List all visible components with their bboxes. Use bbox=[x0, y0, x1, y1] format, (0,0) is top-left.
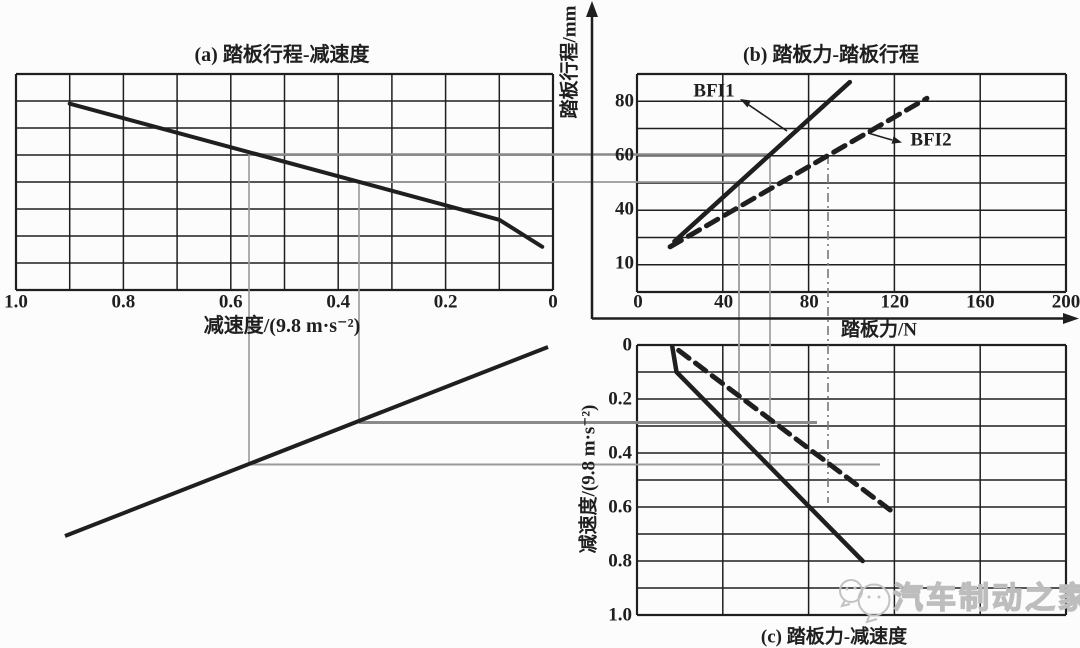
chart-b-y-axis-label: 踏板行程/mm bbox=[559, 5, 581, 119]
chart-a-xtick: 0.2 bbox=[433, 291, 458, 313]
chart-c-bfi2-dashed-line bbox=[676, 347, 895, 514]
chart-a-x-axis-label: 减速度/(9.8 m·s⁻²) bbox=[203, 315, 361, 337]
chart-c-y-axis-label: 减速度/(9.8 m·s⁻²) bbox=[578, 404, 600, 554]
bfi1-series-label: BFI1 bbox=[693, 80, 735, 102]
chart-b-xtick: 200 bbox=[1051, 291, 1080, 313]
bfi2-leader-arrowhead bbox=[891, 136, 902, 144]
x-axis-arrowhead bbox=[1063, 313, 1079, 324]
bfi1-line bbox=[672, 79, 853, 244]
chart-b-title: (b) 踏板力-踏板行程 bbox=[742, 44, 920, 66]
bfi2-series-label: BFI2 bbox=[910, 129, 952, 151]
bfi2-leader-line bbox=[867, 132, 893, 141]
bfi2-dashed-line bbox=[667, 95, 930, 250]
chart-c-ytick: 0 bbox=[622, 334, 633, 356]
chart-c-bfi1-line bbox=[669, 344, 865, 564]
chart-a-xtick: 0 bbox=[548, 291, 558, 313]
chart-b-ytick: 10 bbox=[615, 252, 634, 274]
watermark-text: 汽车制动之家 bbox=[892, 582, 1080, 615]
chart-a-grid bbox=[14, 72, 555, 292]
y-axis-arrowhead bbox=[586, 1, 598, 17]
chart-c-ytick: 0.8 bbox=[608, 550, 632, 572]
transfer-diagonal-line bbox=[64, 345, 549, 538]
chart-c-ytick: 0.4 bbox=[608, 442, 632, 464]
chart-b-xtick: 120 bbox=[880, 291, 910, 313]
chart-a-xtick: 0.6 bbox=[218, 291, 243, 313]
chart-a-xtick: 0.4 bbox=[326, 291, 351, 313]
chart-c-grid bbox=[635, 343, 1068, 617]
chart-c-ytick: 0.2 bbox=[608, 388, 632, 410]
bfi1-leader-line bbox=[745, 102, 788, 132]
chart-c-ytick: 0.6 bbox=[608, 496, 632, 518]
chart-b-ytick: 80 bbox=[615, 90, 634, 112]
chart-a-curve bbox=[67, 101, 545, 249]
watermark-logo bbox=[839, 579, 891, 624]
chart-b-xtick: 80 bbox=[799, 291, 819, 313]
chart-b-ytick: 40 bbox=[615, 198, 634, 220]
chart-b-xtick: 160 bbox=[966, 291, 995, 313]
bfi1-leader-arrowhead bbox=[740, 99, 751, 108]
chart-b-x-axis-label: 踏板力/N bbox=[840, 319, 918, 341]
chart-c-caption: (c) 踏板力-减速度 bbox=[760, 626, 908, 648]
chart-b-xtick: 40 bbox=[714, 291, 734, 313]
chart-c-ytick: 1.0 bbox=[608, 604, 632, 626]
chart-a-xtick: 1.0 bbox=[4, 291, 28, 313]
chart-b-ytick: 60 bbox=[615, 144, 634, 166]
chart-a-xtick: 0.8 bbox=[111, 291, 136, 313]
chart-b-xtick: 0 bbox=[633, 291, 643, 313]
chart-a-title: (a) 踏板行程-减速度 bbox=[194, 44, 370, 66]
chart-b-grid bbox=[635, 72, 1068, 294]
